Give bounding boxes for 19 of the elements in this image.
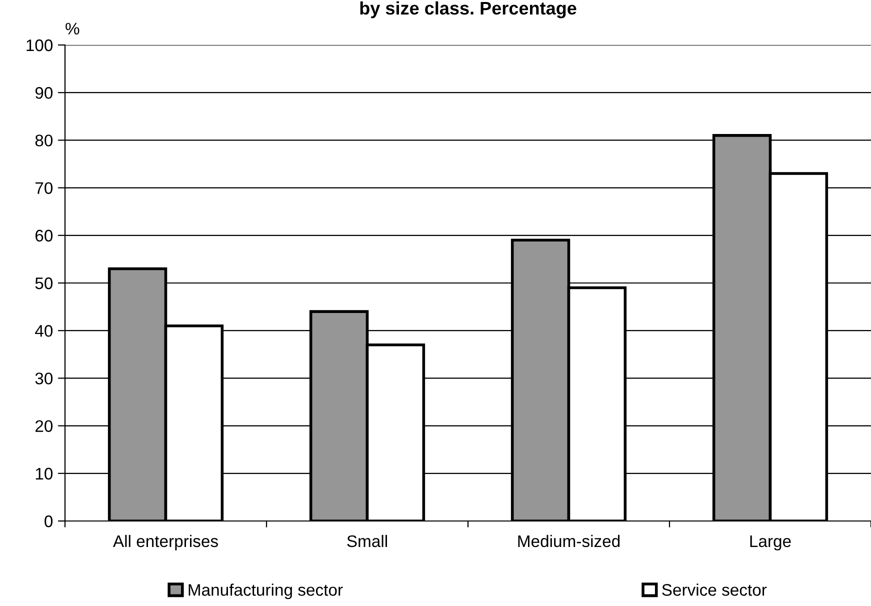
y-tick-label: 50	[35, 277, 53, 290]
y-tick-label: 80	[35, 134, 53, 146]
y-tick-label: 0	[44, 515, 53, 528]
legend-label: Manufacturing sector	[188, 584, 343, 600]
y-tick-label: 10	[36, 468, 53, 480]
y-tick-label: 20	[35, 420, 53, 432]
x-tick-label: Medium-sized	[518, 534, 620, 548]
x-tick-label: All enterprises	[112, 534, 218, 550]
y-axis-title: %	[66, 22, 80, 34]
y-tick-label: 60	[36, 230, 53, 242]
legend-label: Service sector	[662, 584, 767, 596]
x-tick-label: Large	[750, 536, 791, 550]
x-tick-label: Small	[347, 534, 387, 548]
y-tick-label: 70	[36, 182, 53, 194]
y-tick-label: 30	[35, 372, 53, 384]
y-tick-label: 40	[35, 325, 53, 337]
chart-title: by size class. Percentage	[360, 1, 576, 18]
y-tick-label: 90	[35, 87, 53, 99]
y-tick-label: 100	[26, 39, 53, 52]
